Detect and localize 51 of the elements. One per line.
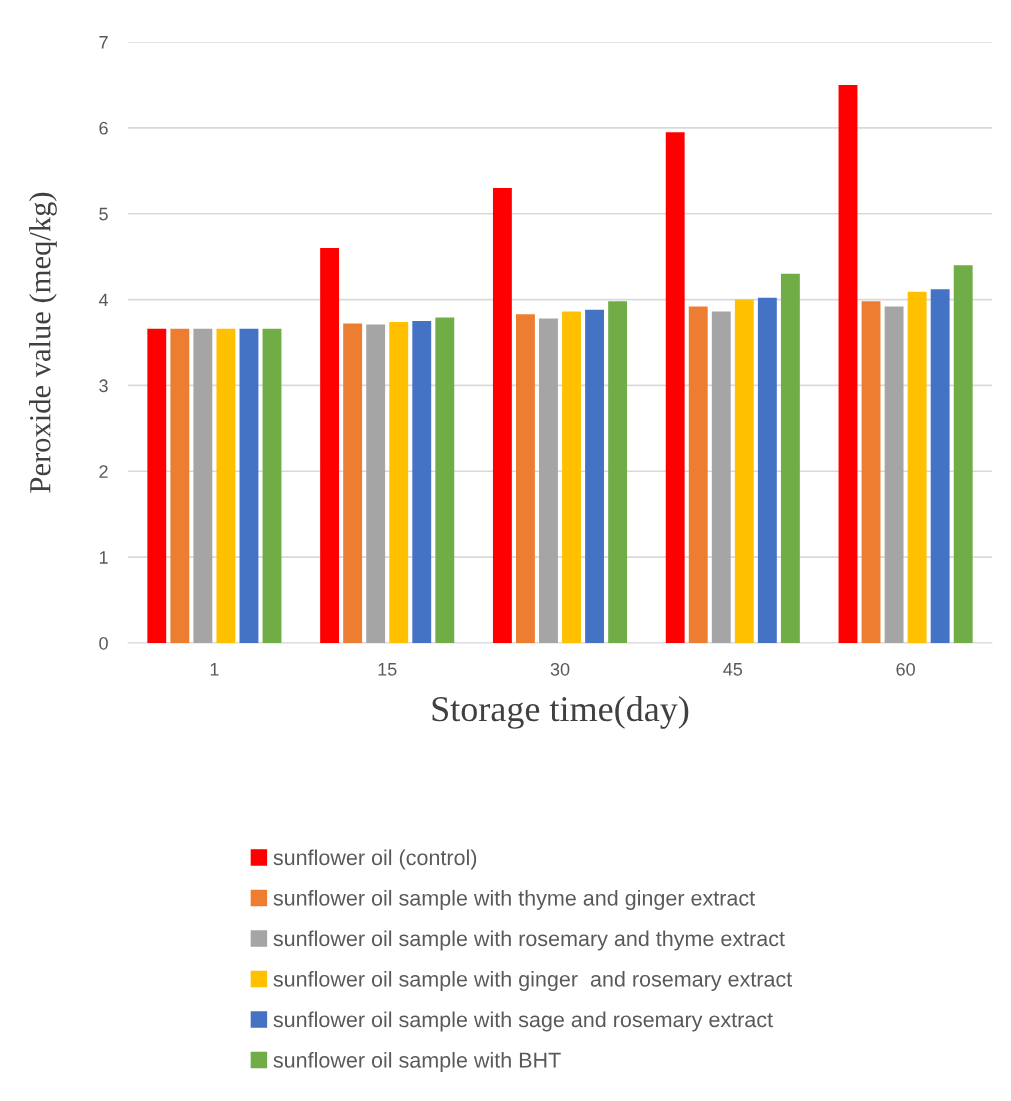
bar — [953, 265, 973, 643]
y-tick-label: 0 — [99, 636, 108, 650]
y-tick-label: 2 — [99, 465, 108, 478]
x-axis-title: Storage time(day) — [432, 695, 689, 729]
bar — [757, 297, 777, 643]
bar — [585, 309, 605, 643]
y-tick-label: 3 — [99, 379, 108, 393]
bar — [861, 301, 881, 643]
legend-label: sunflower oil sample with BHT — [273, 1051, 561, 1073]
y-axis-title: Peroxide value (meq/kg) — [29, 192, 57, 493]
y-tick-label: 1 — [99, 551, 108, 564]
bar — [412, 321, 432, 643]
bar — [711, 311, 731, 643]
y-tick-label: 5 — [99, 207, 108, 221]
bar — [665, 132, 685, 643]
bar — [343, 323, 363, 643]
bar — [216, 328, 236, 643]
y-tick-label: 4 — [98, 293, 109, 307]
y-tick-label: 7 — [99, 36, 108, 49]
bar — [262, 328, 282, 643]
legend-label: sunflower oil sample with ginger and rosemary extract — [273, 970, 793, 991]
bar — [930, 289, 950, 643]
bar — [435, 317, 455, 643]
legend-label: sunflower oil sample with thyme and ginger extract — [273, 889, 755, 910]
bar — [239, 328, 259, 643]
bar — [734, 299, 754, 643]
bar — [562, 311, 581, 643]
bar — [780, 273, 800, 643]
legend-label: sunflower oil sample with sage and rosemary extract — [273, 1011, 773, 1032]
bar — [193, 328, 213, 643]
bar — [539, 318, 558, 643]
x-tick-label: 60 — [896, 662, 915, 676]
bar — [907, 291, 927, 643]
bar — [608, 301, 628, 643]
bar — [366, 324, 386, 643]
legend-label: sunflower oil (control) — [273, 849, 477, 870]
x-tick-label: 30 — [550, 662, 570, 676]
x-tick-label: 1 — [210, 663, 219, 676]
bar — [389, 321, 409, 643]
x-tick-label: 45 — [723, 663, 743, 676]
bar — [838, 84, 858, 643]
y-tick-label: 6 — [99, 121, 108, 135]
bar — [170, 328, 190, 643]
bar — [320, 248, 340, 643]
x-tick-label: 15 — [378, 663, 397, 676]
bar — [515, 314, 535, 643]
legend-label: sunflower oil sample with rosemary and thyme extract — [273, 930, 785, 951]
bar — [688, 306, 708, 643]
bar — [147, 328, 167, 643]
bar — [492, 187, 512, 643]
bar — [884, 306, 904, 643]
